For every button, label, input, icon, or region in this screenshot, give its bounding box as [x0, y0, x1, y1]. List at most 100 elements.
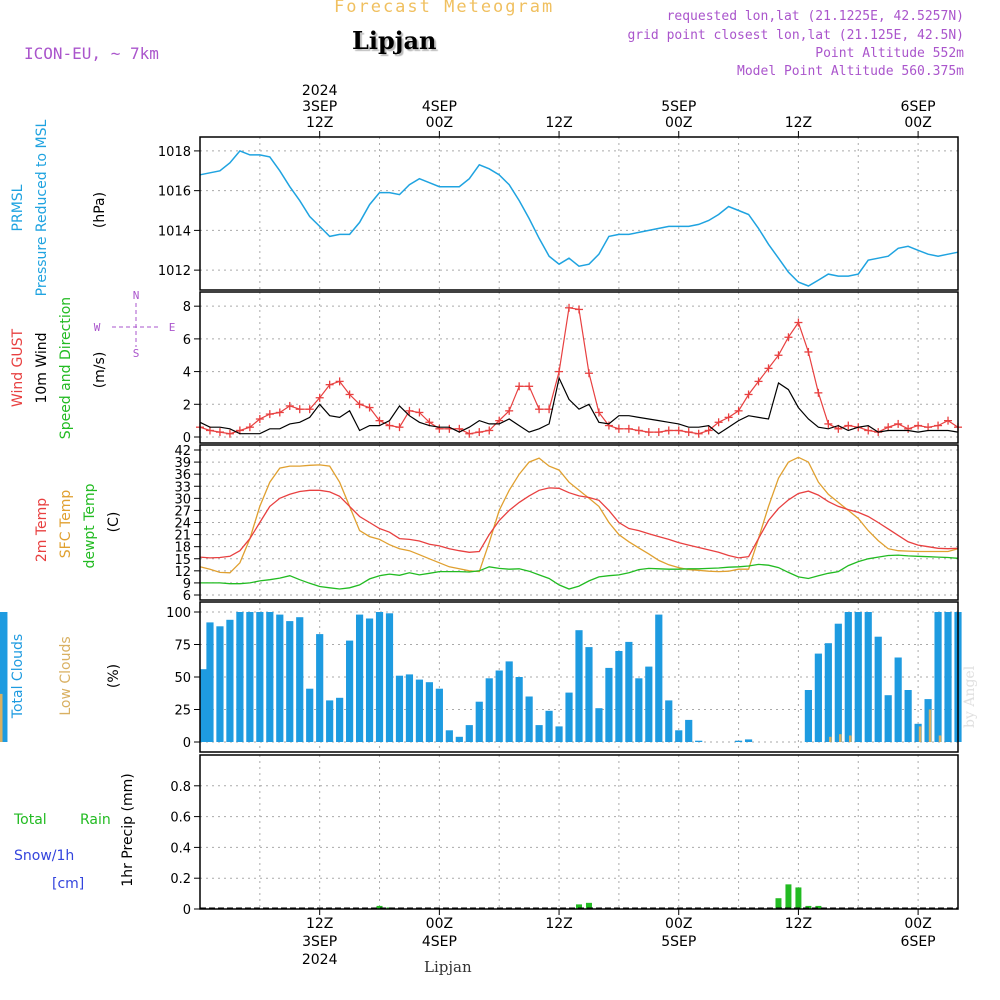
bottom-time-label: 00Z [665, 916, 692, 932]
total-cloud-bar [834, 623, 842, 742]
y-tick-label: 9 [183, 577, 191, 592]
wind-gust-marker [604, 421, 613, 430]
precip-rain-label: Rain [80, 812, 111, 828]
panel-frame-pressure [199, 136, 959, 291]
wind-gust-marker [275, 408, 284, 417]
low-cloud-bar [829, 736, 832, 742]
wind-gust-marker [904, 424, 913, 433]
y-tick-label: 6 [183, 333, 191, 348]
total-cloud-bar [615, 651, 623, 742]
y-tick-label: 0.4 [170, 841, 191, 856]
rain-bar [775, 898, 782, 909]
wind-gust-marker [724, 413, 733, 422]
low-cloud-bar [928, 709, 932, 742]
total-cloud-bar [555, 726, 563, 742]
dewpt-line [200, 554, 959, 590]
rain-bar [805, 905, 812, 909]
total-cloud-bar [515, 677, 523, 742]
wind-gust-marker [475, 428, 484, 437]
wind-gust-marker [295, 405, 304, 414]
point-altitude: Point Altitude 552m [815, 46, 964, 61]
y-tick-label: 39 [174, 456, 191, 471]
total-cloud-bar [665, 700, 673, 742]
total-cloud-bar [505, 661, 513, 742]
top-time-label: 2024 [302, 83, 338, 99]
axis-ticks: 1012101410161018024686912151821242730333… [158, 83, 936, 968]
total-cloud-bar [884, 695, 892, 742]
total-cloud-bar [874, 636, 882, 742]
bottom-time-label: 00Z [426, 916, 453, 932]
total-cloud-bar [435, 688, 443, 742]
total-cloud-bar [934, 612, 942, 742]
panel-frame-precip [199, 754, 959, 910]
wind-gust-marker [784, 333, 793, 342]
total-cloud-bar [685, 719, 693, 742]
dewpt-label: dewpt Temp [82, 483, 98, 568]
total-cloud-bar [246, 612, 254, 742]
wind-gust-marker [774, 351, 783, 360]
total-cloud-bar [535, 725, 543, 742]
temp-unit-label: (C) [106, 512, 122, 533]
y-tick-label: 12 [174, 565, 191, 580]
wind-gust-marker [335, 377, 344, 386]
total-cloud-bar [655, 614, 663, 742]
wind-gust-marker [704, 426, 713, 435]
wind-gust-marker [395, 423, 404, 432]
sfc-temp-label: SFC Temp [58, 490, 74, 559]
wind-gust-marker [674, 426, 683, 435]
total-cloud-bar [266, 612, 274, 742]
total-clouds-label: Total Clouds [10, 634, 26, 719]
total-cloud-bar [296, 617, 304, 742]
low-cloud-bar [918, 726, 922, 742]
wind-gust-label: Wind GUST [10, 328, 26, 407]
wind-gust-marker [634, 426, 643, 435]
bottom-time-label: 6SEP [901, 934, 936, 950]
bottom-time-label: 5SEP [661, 934, 696, 950]
wind-gust-marker [734, 406, 743, 415]
wind-gust-marker [405, 406, 414, 415]
wind-gust-marker [844, 421, 853, 430]
wind-gust-marker [515, 382, 524, 391]
wind-dir-label: Speed and Direction [58, 297, 74, 439]
precip-snow-unit-label: [cm] [52, 876, 84, 892]
low-cloud-bar [0, 693, 3, 742]
footer-location: Lipjan [424, 958, 472, 976]
compass-n-label: N [133, 289, 140, 302]
y-tick-label: 18 [174, 541, 191, 556]
total-cloud-bar [336, 697, 344, 742]
total-cloud-bar [585, 647, 593, 742]
wind-gust-marker [215, 428, 224, 437]
wind-gust-marker [594, 408, 603, 417]
wind-gust-marker [385, 421, 394, 430]
sfc-temp-line [199, 456, 959, 574]
y-tick-label: 0 [183, 736, 191, 751]
total-cloud-bar [675, 730, 683, 742]
wind-gust-marker [535, 405, 544, 414]
rain-bar [815, 905, 822, 909]
low-cloud-bar [938, 735, 942, 742]
total-cloud-bar [306, 688, 314, 742]
wind-gust-marker [684, 428, 693, 437]
total-cloud-bar [575, 630, 583, 742]
y-tick-label: 36 [174, 468, 191, 483]
total-cloud-bar [475, 701, 483, 742]
total-cloud-bar [425, 682, 433, 742]
total-cloud-bar [455, 736, 463, 742]
wind-gust-marker [644, 428, 653, 437]
total-cloud-bar [545, 710, 553, 742]
chart-title: Forecast Meteogram [334, 0, 555, 17]
top-time-label: 00Z [426, 115, 453, 131]
total-cloud-bar [485, 678, 493, 742]
y-tick-label: 1012 [158, 264, 191, 279]
total-cloud-bar [0, 617, 8, 742]
bottom-time-label: 12Z [306, 916, 333, 932]
bottom-time-label: 12Z [785, 916, 812, 932]
total-cloud-bar [365, 618, 374, 742]
compass-e-label: E [169, 321, 176, 334]
wind-gust-marker [315, 393, 324, 402]
wind-gust-marker [225, 429, 234, 438]
bottom-time-label: 3SEP [302, 934, 337, 950]
pressure-label-msl: Pressure Reduced to MSL [34, 119, 50, 296]
total-cloud-bar [355, 614, 364, 742]
precip-total-label: Total [13, 812, 47, 828]
